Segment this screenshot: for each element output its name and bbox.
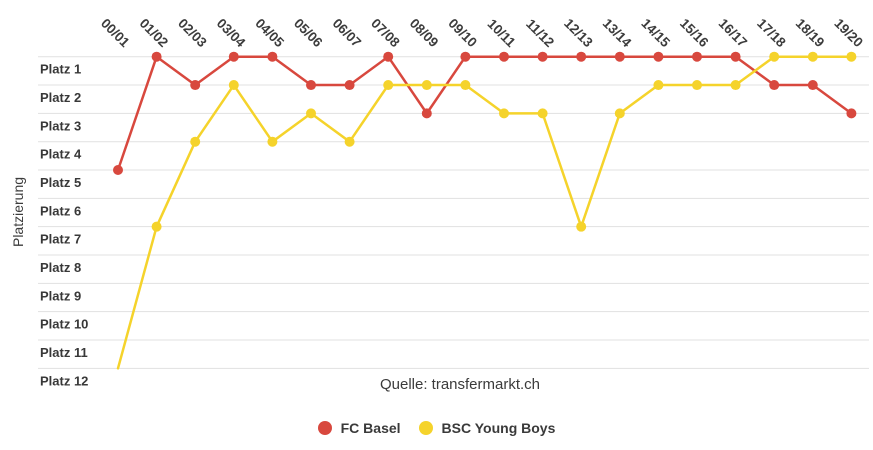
legend-label-fc-basel: FC Basel	[340, 420, 401, 436]
x-tick-label: 18/19	[793, 16, 828, 51]
y-tick-label: Platz 7	[40, 232, 81, 247]
data-point-fc-basel-14-15	[653, 51, 664, 62]
y-tick-label: Platz 4	[40, 147, 82, 162]
data-point-fc-basel-19-20	[846, 108, 857, 119]
data-point-bsc-young-boys-18-19	[807, 51, 818, 62]
data-point-fc-basel-17-18	[769, 80, 780, 91]
x-tick-label: 15/16	[677, 16, 712, 51]
data-point-bsc-young-boys-03-04	[228, 80, 239, 91]
data-point-bsc-young-boys-15-16	[692, 80, 702, 91]
data-point-fc-basel-11-12	[537, 51, 548, 62]
legend-label-bsc-young-boys: BSC Young Boys	[441, 420, 556, 436]
x-tick-label: 11/12	[523, 16, 557, 50]
y-tick-label: Platz 9	[40, 288, 81, 303]
data-point-bsc-young-boys-19-20	[846, 51, 857, 62]
x-tick-label: 05/06	[291, 16, 326, 51]
x-tick-label: 16/17	[716, 16, 751, 51]
x-tick-label: 03/04	[214, 16, 249, 51]
data-point-fc-basel-08-09	[421, 108, 432, 119]
y-tick-label: Platz 10	[40, 317, 88, 332]
x-tick-label: 01/02	[137, 16, 172, 51]
x-tick-label: 19/20	[831, 16, 866, 51]
data-point-fc-basel-04-05	[267, 51, 278, 62]
data-point-fc-basel-09-10	[460, 51, 471, 62]
x-tick-label: 02/03	[175, 16, 210, 51]
data-point-fc-basel-12-13	[576, 51, 587, 62]
data-point-fc-basel-00-01	[113, 165, 123, 176]
legend-marker-bsc-young-boys-icon	[418, 421, 433, 435]
data-point-fc-basel-07-08	[383, 51, 394, 62]
data-point-fc-basel-01-02	[151, 51, 162, 62]
data-point-fc-basel-10-11	[499, 51, 509, 62]
data-point-fc-basel-16-17	[730, 51, 741, 62]
data-point-bsc-young-boys-16-17	[730, 80, 741, 91]
y-tick-label: Platz 12	[40, 373, 88, 388]
legend-item-bsc-young-boys[interactable]: BSC Young Boys	[418, 420, 556, 436]
y-tick-label: Platz 3	[40, 118, 81, 133]
data-point-bsc-young-boys-01-02	[151, 221, 162, 232]
x-tick-label: 13/14	[600, 16, 635, 51]
y-tick-label: Platz 6	[40, 203, 81, 218]
data-point-bsc-young-boys-12-13	[576, 221, 587, 232]
x-tick-label: 14/15	[638, 16, 673, 51]
x-tick-label: 17/18	[754, 16, 789, 51]
legend-item-fc-basel[interactable]: FC Basel	[317, 420, 401, 436]
data-point-fc-basel-13-14	[614, 51, 625, 62]
series-line-fc-basel	[116, 55, 853, 172]
data-point-fc-basel-03-04	[228, 51, 239, 62]
x-tick-label: 04/05	[252, 16, 287, 51]
data-point-bsc-young-boys-11-12	[537, 108, 548, 119]
x-tick-label: 08/09	[407, 16, 442, 51]
y-tick-label: Platz 2	[40, 90, 81, 105]
x-tick-label: 00/01	[98, 16, 133, 51]
data-point-bsc-young-boys-08-09	[421, 80, 432, 91]
y-tick-label: Platz 1	[40, 62, 81, 77]
data-point-bsc-young-boys-17-18	[769, 51, 780, 62]
x-tick-label: 06/07	[330, 16, 365, 51]
data-point-bsc-young-boys-04-05	[267, 136, 278, 147]
y-tick-label: Platz 8	[40, 260, 81, 275]
y-tick-label: Platz 5	[40, 175, 81, 190]
data-point-fc-basel-06-07	[344, 80, 355, 91]
y-axis-title: Platzierung	[10, 177, 26, 247]
data-point-bsc-young-boys-14-15	[653, 80, 664, 91]
series-line-bsc-young-boys	[116, 55, 853, 370]
data-point-fc-basel-05-06	[306, 80, 316, 91]
source-text: Quelle: transfermarkt.ch	[379, 376, 541, 393]
data-point-bsc-young-boys-06-07	[344, 136, 355, 147]
data-point-bsc-young-boys-09-10	[460, 80, 471, 91]
data-point-bsc-young-boys-05-06	[306, 108, 316, 119]
x-tick-label: 12/13	[561, 16, 596, 51]
data-point-bsc-young-boys-13-14	[614, 108, 625, 119]
x-tick-label: 10/11	[485, 16, 519, 50]
y-tick-label: Platz 11	[40, 345, 88, 360]
data-point-fc-basel-18-19	[807, 80, 818, 91]
x-tick-label: 07/08	[368, 16, 403, 51]
chart-legend: FC Basel BSC Young Boys	[0, 420, 873, 436]
data-point-bsc-young-boys-10-11	[499, 108, 509, 119]
x-tick-label: 09/10	[445, 16, 480, 51]
data-point-fc-basel-02-03	[190, 80, 201, 91]
legend-marker-fc-basel-icon	[317, 421, 332, 435]
data-point-bsc-young-boys-02-03	[190, 136, 201, 147]
data-point-fc-basel-15-16	[692, 51, 702, 62]
data-point-bsc-young-boys-07-08	[383, 80, 394, 91]
